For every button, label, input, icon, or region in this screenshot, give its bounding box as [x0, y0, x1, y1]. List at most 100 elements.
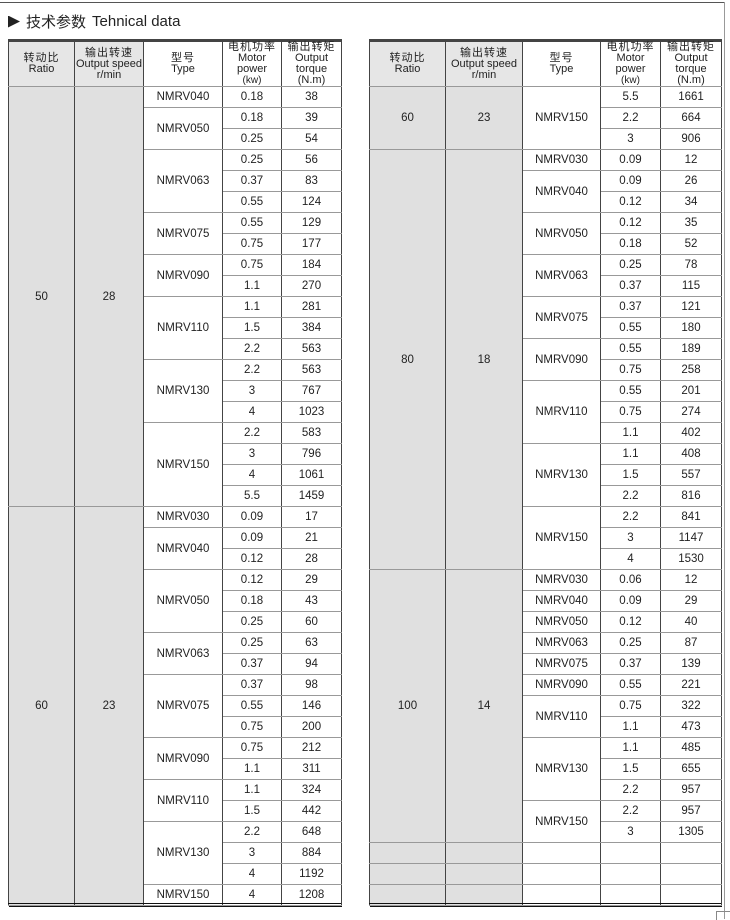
power-cell: 0.55 [600, 317, 661, 339]
power-cell: 2.2 [600, 107, 661, 129]
header-output-speed: 输出转速 Output speed r/min [74, 40, 144, 87]
header-unit: (kw) [242, 75, 262, 86]
header-unit: (N.m) [297, 74, 326, 86]
power-cell: 0.18 [222, 590, 282, 612]
type-cell: NMRV040 [522, 590, 601, 612]
table-row: NMRV090 0.75 184 [9, 254, 342, 297]
torque-cell: 906 [660, 128, 722, 150]
torque-cell: 1530 [660, 548, 722, 570]
power-cell: 3 [222, 443, 282, 465]
torque-cell: 28 [281, 548, 342, 570]
header-unit: (N.m) [677, 74, 705, 86]
torque-cell: 98 [281, 674, 342, 696]
power-cell: 0.37 [222, 674, 282, 696]
torque-cell: 557 [660, 464, 722, 486]
table-row: NMRV110 1.1 281 [9, 296, 342, 360]
title-cn: 技术参数 [26, 14, 87, 31]
type-cell: NMRV063 [522, 254, 601, 297]
torque-cell: 129 [281, 212, 342, 234]
header-en: Motor power [615, 52, 646, 75]
ratio-cell: 60 [369, 86, 446, 150]
header-ratio: 转动比 Ratio [8, 40, 75, 87]
torque-cell: 63 [281, 632, 342, 654]
table-row: NMRV040 0.09 21 [9, 527, 342, 570]
power-cell: 0.09 [222, 527, 282, 549]
header-en: Type [171, 63, 195, 75]
empty-cell [369, 884, 446, 906]
torque-cell: 957 [660, 800, 722, 822]
power-cell: 0.37 [600, 296, 661, 318]
table-row: NMRV075 0.55 129 [9, 212, 342, 255]
power-cell: 0.37 [600, 653, 661, 675]
torque-cell: 408 [660, 443, 722, 465]
table-row: 60 23 NMRV030 0.09 17 [8, 506, 342, 906]
table-row: NMRV040 0.09 29 [370, 590, 722, 612]
empty-row [369, 842, 722, 864]
table-row: NMRV130 1.1 485 [370, 737, 722, 801]
torque-cell: 1192 [281, 863, 342, 885]
table-row: 1.5 655 [370, 758, 722, 780]
speed-cell: 23 [74, 506, 144, 906]
power-cell: 2.2 [600, 800, 661, 822]
power-cell: 0.12 [222, 569, 282, 591]
table-row: 0.75 177 [9, 233, 342, 255]
power-cell: 2.2 [600, 779, 661, 801]
header-output-torque: 输出转矩 Output torque (N.m) [660, 40, 722, 87]
power-cell: 1.1 [222, 758, 282, 780]
torque-cell: 180 [660, 317, 722, 339]
torque-cell: 39 [281, 107, 342, 129]
torque-cell: 146 [281, 695, 342, 717]
speed-cell: 28 [74, 86, 144, 507]
torque-cell: 442 [281, 800, 342, 822]
ratio-cell: 60 [8, 506, 75, 906]
power-cell: 0.75 [600, 695, 661, 717]
type-cell: NMRV040 [143, 527, 223, 570]
header-cn: 输出转速 [460, 46, 508, 59]
torque-cell: 177 [281, 233, 342, 255]
spec-table-right: 转动比 Ratio 输出转速 Output speed r/min 型号 Type 电机功率 M… [369, 39, 722, 907]
header-cn: 电机功率 [606, 41, 655, 53]
power-cell: 0.25 [222, 611, 282, 633]
torque-cell: 43 [281, 590, 342, 612]
type-cell: NMRV075 [143, 674, 223, 738]
power-cell: 0.09 [600, 149, 661, 171]
page-corner-mark [716, 911, 730, 920]
torque-cell: 816 [660, 485, 722, 507]
type-cell: NMRV150 [143, 422, 223, 507]
table-row: 80 18 NMRV030 0.09 12 [369, 149, 722, 570]
power-cell: 4 [600, 548, 661, 570]
type-cell: NMRV110 [143, 296, 223, 360]
power-cell: 0.25 [222, 128, 282, 150]
table-row: 4 1530 [370, 548, 722, 570]
table-row: NMRV063 0.25 87 [370, 632, 722, 654]
header-en: Ratio [394, 63, 421, 75]
torque-cell: 402 [660, 422, 722, 444]
table-row: 2.2 563 [9, 338, 342, 360]
header-cn: 型号 [171, 52, 195, 64]
table-row: NMRV090 0.55 221 [370, 674, 722, 696]
torque-cell: 139 [660, 653, 722, 675]
table-row: 0.25 60 [9, 611, 342, 633]
power-cell: 0.75 [222, 716, 282, 738]
header-en: Type [549, 63, 574, 75]
power-cell: 2.2 [222, 338, 282, 360]
torque-cell: 54 [281, 128, 342, 150]
table-row: 0.12 28 [9, 548, 342, 570]
table-row: NMRV130 2.2 563 [9, 359, 342, 423]
header-type: 型号 Type [522, 40, 601, 87]
header-en: Output speed [75, 57, 143, 70]
table-row: 2.2 816 [370, 485, 722, 507]
torque-cell: 115 [660, 275, 722, 297]
header-cn: 输出转速 [85, 46, 133, 59]
table-row: NMRV063 0.25 78 [370, 254, 722, 297]
torque-cell: 56 [281, 149, 342, 171]
power-cell: 0.37 [600, 275, 661, 297]
type-cell: NMRV030 [143, 506, 223, 528]
torque-cell: 485 [660, 737, 722, 759]
header-cn: 输出转矩 [287, 41, 336, 53]
torque-cell: 1023 [281, 401, 342, 423]
type-cell: NMRV090 [143, 737, 223, 780]
type-cell: NMRV040 [143, 86, 223, 108]
type-cell: NMRV110 [522, 380, 601, 444]
header-en: Output torque [294, 52, 329, 75]
